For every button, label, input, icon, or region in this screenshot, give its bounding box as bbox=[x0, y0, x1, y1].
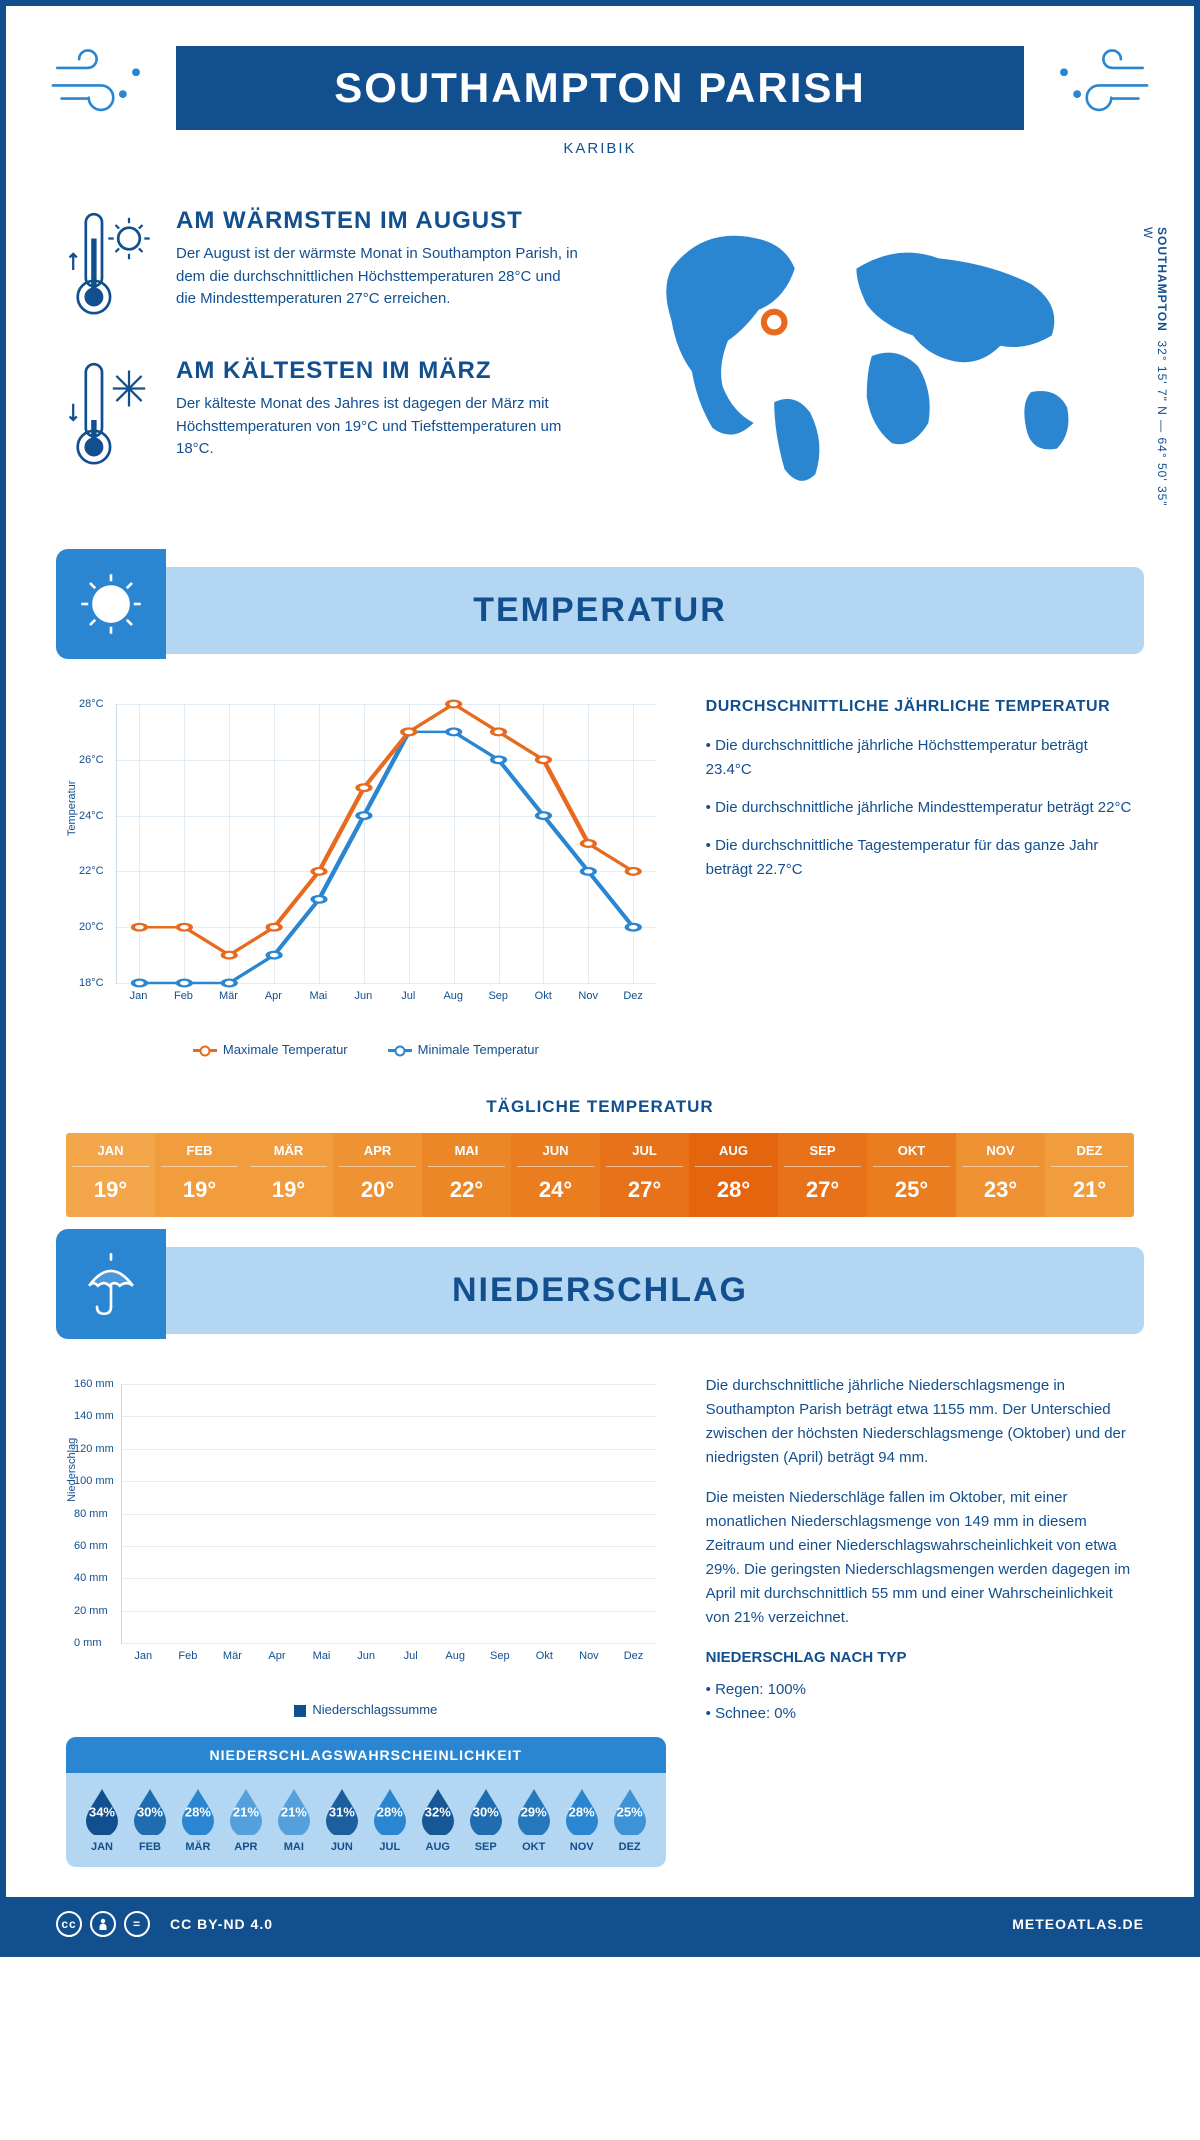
rain-prob-cell: 25% DEZ bbox=[606, 1787, 654, 1853]
daily-temp-cell: NOV23° bbox=[956, 1133, 1045, 1217]
precip-text-1: Die durchschnittliche jährliche Niedersc… bbox=[706, 1374, 1134, 1470]
daily-temp-title: TÄGLICHE TEMPERATUR bbox=[6, 1097, 1194, 1117]
rain-prob-cell: 34% JAN bbox=[78, 1787, 126, 1853]
page-title: SOUTHAMPTON PARISH bbox=[176, 46, 1024, 130]
temperature-line-chart: Temperatur 18°C20°C22°C24°C26°C28°C JanF… bbox=[66, 694, 666, 1034]
daily-temp-cell: OKT25° bbox=[867, 1133, 956, 1217]
temperature-title: TEMPERATUR bbox=[56, 591, 1144, 630]
daily-temp-cell: JAN19° bbox=[66, 1133, 155, 1217]
intro-section: AM WÄRMSTEN IM AUGUST Der August ist der… bbox=[6, 177, 1194, 547]
rain-prob-cell: 21% MAI bbox=[270, 1787, 318, 1853]
thermometer-hot-icon bbox=[66, 207, 156, 329]
rain-prob-cell: 32% AUG bbox=[414, 1787, 462, 1853]
thermometer-cold-icon bbox=[66, 357, 156, 479]
rain-prob-title: NIEDERSCHLAGSWAHRSCHEINLICHKEIT bbox=[66, 1737, 666, 1773]
infographic-root: SOUTHAMPTON PARISH KARIBIK AM WÄRMSTEN I… bbox=[0, 0, 1200, 1957]
precipitation-summary: Die durchschnittliche jährliche Niedersc… bbox=[706, 1374, 1134, 1867]
temp-bullet: • Die durchschnittliche jährliche Mindes… bbox=[706, 796, 1134, 820]
rain-prob-cell: 28% MÄR bbox=[174, 1787, 222, 1853]
site-credit: METEOATLAS.DE bbox=[1012, 1916, 1144, 1932]
precip-type-item: • Regen: 100% bbox=[706, 1678, 1134, 1702]
temperature-section-header: TEMPERATUR bbox=[56, 567, 1144, 654]
rain-prob-cell: 31% JUN bbox=[318, 1787, 366, 1853]
daily-temp-cell: AUG28° bbox=[689, 1133, 778, 1217]
temp-chart-legend: Maximale Temperatur Minimale Temperatur bbox=[66, 1042, 666, 1057]
umbrella-icon bbox=[56, 1229, 166, 1339]
license-text: CC BY-ND 4.0 bbox=[170, 1916, 273, 1932]
header: SOUTHAMPTON PARISH KARIBIK bbox=[6, 6, 1194, 177]
temp-chart-ylabel: Temperatur bbox=[66, 781, 78, 837]
precip-type-item: • Schnee: 0% bbox=[706, 1702, 1134, 1726]
sun-icon bbox=[56, 549, 166, 659]
precipitation-bar-chart: Niederschlag 160 mm140 mm120 mm100 mm80 … bbox=[66, 1374, 666, 1694]
precipitation-section-header: NIEDERSCHLAG bbox=[56, 1247, 1144, 1334]
precipitation-title: NIEDERSCHLAG bbox=[56, 1271, 1144, 1310]
temperature-summary: DURCHSCHNITTLICHE JÄHRLICHE TEMPERATUR •… bbox=[706, 694, 1134, 1057]
rain-prob-cell: 28% JUL bbox=[366, 1787, 414, 1853]
rain-prob-cell: 30% FEB bbox=[126, 1787, 174, 1853]
precip-chart-legend: Niederschlagssumme bbox=[66, 1702, 666, 1717]
coldest-title: AM KÄLTESTEN IM MÄRZ bbox=[176, 357, 580, 385]
hottest-title: AM WÄRMSTEN IM AUGUST bbox=[176, 207, 580, 235]
world-map bbox=[620, 207, 1134, 495]
daily-temp-cell: JUL27° bbox=[600, 1133, 689, 1217]
daily-temperature-table: JAN19° FEB19° MÄR19° APR20° MAI22° JUN24… bbox=[66, 1133, 1134, 1217]
rain-prob-cell: 21% APR bbox=[222, 1787, 270, 1853]
footer: cc = CC BY-ND 4.0 METEOATLAS.DE bbox=[6, 1897, 1194, 1951]
daily-temp-cell: APR20° bbox=[333, 1133, 422, 1217]
rain-prob-cell: 29% OKT bbox=[510, 1787, 558, 1853]
temp-bullet: • Die durchschnittliche jährliche Höchst… bbox=[706, 734, 1134, 782]
wind-icon bbox=[1044, 46, 1154, 116]
daily-temp-cell: JUN24° bbox=[511, 1133, 600, 1217]
precip-type-title: NIEDERSCHLAG NACH TYP bbox=[706, 1646, 1134, 1670]
page-subtitle: KARIBIK bbox=[56, 140, 1144, 157]
daily-temp-cell: DEZ21° bbox=[1045, 1133, 1134, 1217]
rain-probability-panel: NIEDERSCHLAGSWAHRSCHEINLICHKEIT 34% JAN … bbox=[66, 1737, 666, 1867]
precip-text-2: Die meisten Niederschläge fallen im Okto… bbox=[706, 1486, 1134, 1630]
daily-temp-cell: MÄR19° bbox=[244, 1133, 333, 1217]
rain-prob-cell: 30% SEP bbox=[462, 1787, 510, 1853]
rain-prob-cell: 28% NOV bbox=[558, 1787, 606, 1853]
wind-icon bbox=[46, 46, 156, 116]
hottest-desc: Der August ist der wärmste Monat in Sout… bbox=[176, 243, 580, 311]
license-badge: cc = CC BY-ND 4.0 bbox=[56, 1911, 273, 1937]
daily-temp-cell: MAI22° bbox=[422, 1133, 511, 1217]
coldest-fact: AM KÄLTESTEN IM MÄRZ Der kälteste Monat … bbox=[66, 357, 580, 479]
temp-bullet: • Die durchschnittliche Tagestemperatur … bbox=[706, 834, 1134, 882]
hottest-fact: AM WÄRMSTEN IM AUGUST Der August ist der… bbox=[66, 207, 580, 329]
daily-temp-cell: SEP27° bbox=[778, 1133, 867, 1217]
coordinates-label: SOUTHAMPTON 32° 15' 7" N — 64° 50' 35" W bbox=[1141, 227, 1169, 507]
coldest-desc: Der kälteste Monat des Jahres ist dagege… bbox=[176, 393, 580, 461]
temp-facts-title: DURCHSCHNITTLICHE JÄHRLICHE TEMPERATUR bbox=[706, 694, 1134, 720]
daily-temp-cell: FEB19° bbox=[155, 1133, 244, 1217]
